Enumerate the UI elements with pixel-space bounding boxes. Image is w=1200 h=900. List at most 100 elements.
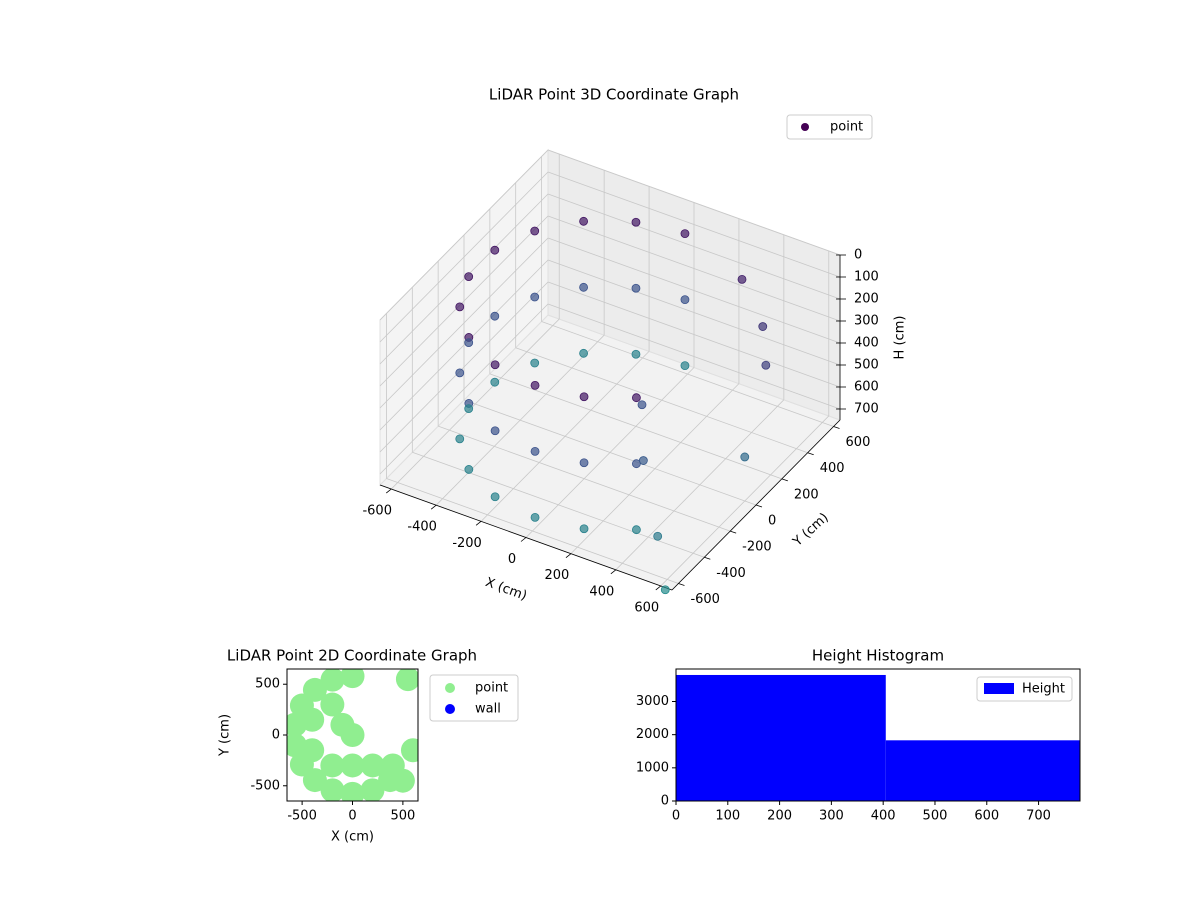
point	[360, 778, 385, 801]
point	[340, 781, 365, 801]
x-tick-label: 500	[923, 809, 948, 824]
legend-marker	[984, 683, 1014, 694]
point	[631, 217, 641, 227]
point	[680, 295, 690, 305]
x-tick-label: 0	[508, 552, 516, 567]
grid-line	[489, 373, 782, 480]
y-tick-label: 500	[255, 677, 280, 692]
grid-line	[547, 193, 841, 300]
x-axis-label: X (cm)	[483, 575, 529, 604]
point	[490, 245, 500, 255]
point	[302, 768, 327, 793]
legend-label: point	[475, 681, 508, 696]
x-tick-label: 100	[715, 809, 740, 824]
grid-line	[463, 399, 757, 506]
grid-line	[386, 478, 679, 584]
point	[530, 358, 540, 368]
grid-line	[379, 303, 549, 475]
point	[490, 492, 500, 502]
tick-mark	[833, 426, 840, 429]
grid-line	[547, 215, 841, 322]
point	[631, 283, 641, 293]
y-tick-label: 0	[661, 794, 669, 809]
point	[579, 282, 588, 292]
point	[758, 322, 768, 331]
x-tick-label: -600	[362, 504, 392, 519]
tick-mark	[520, 537, 527, 542]
point	[490, 360, 500, 370]
legend-box	[786, 114, 873, 140]
point	[390, 768, 415, 793]
grid-line	[379, 259, 549, 431]
y-tick-label: -500	[250, 778, 280, 793]
x-axis-label: X (cm)	[331, 830, 374, 845]
x-tick-label: 400	[589, 584, 614, 599]
legend-label: point	[830, 120, 863, 135]
point	[530, 226, 540, 236]
x-tick-label: 600	[634, 600, 659, 615]
z-tick-label: 0	[854, 248, 862, 263]
point	[637, 400, 647, 410]
x-tick-label: 600	[974, 809, 999, 824]
point	[530, 380, 540, 390]
point	[320, 778, 345, 801]
tick-mark	[655, 585, 662, 591]
grid-line	[379, 171, 549, 343]
grid-line	[547, 237, 841, 344]
x-tick-label: 200	[545, 568, 570, 583]
legend-label: wall	[475, 702, 501, 717]
point	[740, 452, 750, 462]
point	[300, 707, 325, 732]
x-axis-line	[379, 484, 673, 591]
point	[330, 712, 355, 737]
y-tick-label: -400	[716, 566, 746, 581]
grid-line	[547, 303, 841, 410]
chart-title: LiDAR Point 2D Coordinate Graph	[227, 647, 477, 665]
x-tick-label: 0	[672, 809, 680, 824]
tick-mark	[385, 488, 392, 494]
point	[490, 426, 500, 436]
x-tick-label: 300	[819, 809, 844, 824]
tick-mark	[730, 530, 737, 534]
point	[761, 360, 771, 370]
grid-line	[379, 149, 549, 321]
tick-mark	[704, 556, 711, 560]
y-tick-label: 3000	[636, 694, 669, 709]
grid-line	[547, 149, 841, 256]
point	[300, 738, 325, 763]
point	[530, 446, 540, 456]
grid-line	[515, 347, 808, 454]
x-tick-label: 0	[348, 809, 356, 824]
grid-line	[379, 193, 549, 365]
point	[579, 216, 588, 226]
point	[320, 692, 345, 717]
z-tick-label: 100	[854, 270, 879, 285]
point	[464, 338, 474, 347]
bar	[885, 740, 1080, 801]
y-axis-line	[671, 419, 841, 591]
point	[455, 368, 465, 378]
tick-mark	[475, 521, 482, 526]
x-tick-label: 500	[390, 809, 415, 824]
y-tick-label: 200	[794, 487, 819, 502]
point	[340, 753, 365, 778]
point	[360, 753, 385, 778]
z-tick-label: 200	[854, 292, 879, 307]
y-tick-label: 0	[768, 514, 776, 529]
tick-mark	[807, 452, 814, 456]
z-tick-label: 700	[854, 402, 879, 417]
y-tick-label: -200	[742, 540, 772, 555]
point	[464, 272, 474, 281]
tick-mark	[678, 583, 685, 586]
y-axis-label: Y (cm)	[790, 510, 832, 550]
point	[400, 738, 418, 763]
z-tick-label: 300	[854, 314, 879, 329]
x-tick-label: -500	[287, 809, 317, 824]
point	[340, 669, 365, 689]
grid-line	[547, 281, 841, 388]
z-tick-label: 500	[854, 358, 879, 373]
tick-mark	[610, 569, 617, 575]
point	[455, 302, 465, 312]
point	[631, 349, 641, 359]
legend-marker	[445, 683, 455, 693]
